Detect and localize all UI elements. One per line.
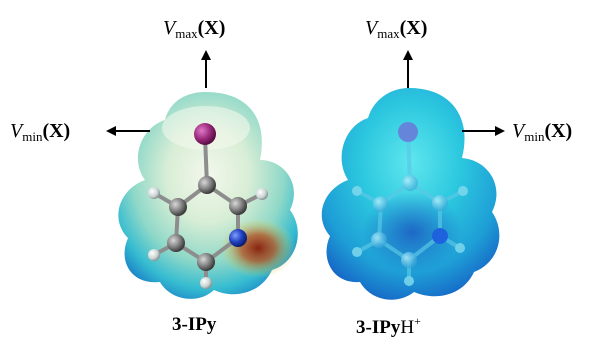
vmax-subscript: max xyxy=(175,26,198,41)
vmin-label-left: Vmin(X) xyxy=(10,121,70,143)
vmax-x: (X) xyxy=(399,17,428,39)
hydrogen-atom xyxy=(404,276,414,286)
vmax-label-left: Vmax(X) xyxy=(163,18,225,40)
vmax-label-right: Vmax(X) xyxy=(365,18,427,40)
nitrogen-atom xyxy=(432,228,448,244)
hydrogen-atom xyxy=(200,277,212,289)
hydrogen-atom xyxy=(455,243,465,253)
vmax-x: (X) xyxy=(197,17,226,39)
caption-right-h: H xyxy=(400,317,415,338)
carbon-atom xyxy=(229,197,247,215)
hydrogen-atom xyxy=(352,186,362,196)
caption-right-charge: + xyxy=(414,314,421,328)
carbon-atom xyxy=(198,176,216,194)
caption-right: 3-IPyH+ xyxy=(356,315,421,337)
vmin-label-right: Vmin(X) xyxy=(512,121,572,143)
carbon-atom xyxy=(371,232,387,248)
carbon-atom xyxy=(402,175,418,191)
vmax-symbol: V xyxy=(365,17,378,39)
molecule-neutral xyxy=(148,123,268,289)
caption-right-main: 3-IPy xyxy=(356,317,401,338)
nitrogen-atom xyxy=(229,229,247,247)
iodine-atom xyxy=(398,122,418,142)
vmin-x: (X) xyxy=(42,120,71,142)
vmin-symbol: V xyxy=(10,120,23,142)
vmax-subscript: max xyxy=(377,26,400,41)
iodine-atom xyxy=(194,123,216,145)
hydrogen-atom xyxy=(148,187,160,199)
hydrogen-atom xyxy=(458,186,468,196)
carbon-atom xyxy=(169,198,187,216)
carbon-atom xyxy=(401,252,417,268)
vmax-symbol: V xyxy=(163,17,176,39)
vmin-x: (X) xyxy=(544,120,573,142)
hydrogen-atom xyxy=(352,247,362,257)
caption-left: 3-IPy xyxy=(172,314,217,335)
carbon-atom xyxy=(373,196,389,212)
hydrogen-atom xyxy=(148,249,160,261)
hydrogen-atom xyxy=(256,188,268,200)
carbon-atom xyxy=(432,195,448,211)
carbon-atom xyxy=(167,234,185,252)
vmin-subscript: min xyxy=(524,129,545,144)
molecule-cation xyxy=(352,122,468,286)
vmin-subscript: min xyxy=(22,129,43,144)
carbon-atom xyxy=(197,253,215,271)
vmin-symbol: V xyxy=(512,120,525,142)
